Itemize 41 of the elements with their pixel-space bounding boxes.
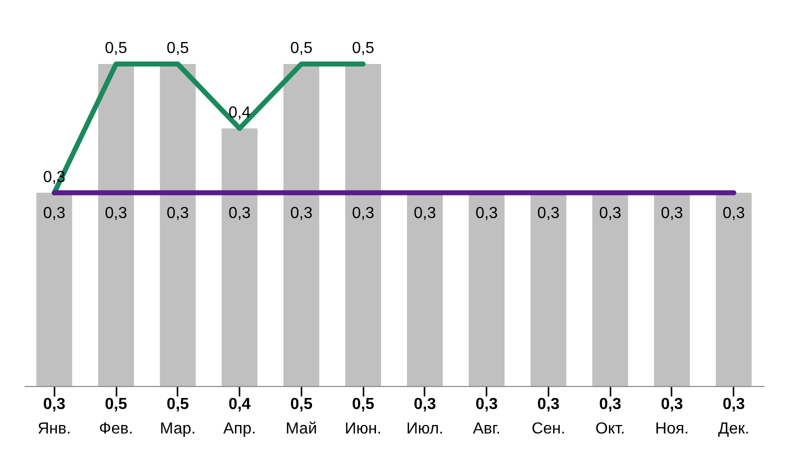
data-label: 0,5 — [166, 40, 190, 57]
data-label: 0,3 — [414, 396, 436, 413]
data-label: 0,3 — [722, 396, 745, 413]
x-tick-label: Янв. — [38, 420, 71, 438]
data-label: 0,3 — [476, 396, 498, 413]
data-label: 0,3 — [537, 396, 560, 413]
data-label: 0,3 — [599, 204, 622, 222]
data-label: 0,3 — [352, 204, 374, 222]
x-tick-label: Мар. — [160, 420, 196, 438]
x-tick-label: Дек. — [718, 420, 750, 438]
data-label: 0,5 — [352, 396, 374, 413]
data-label: 0,3 — [104, 204, 128, 222]
data-label: 0,3 — [537, 204, 560, 222]
x-tick-label: Фев. — [99, 420, 134, 438]
x-tick-label: Июл. — [406, 420, 444, 438]
data-label: 0,4 — [228, 396, 251, 413]
data-label: 0,3 — [228, 204, 251, 222]
x-tick-label: Апр. — [223, 420, 256, 438]
data-label: 0,3 — [660, 396, 684, 413]
x-tick-label: Май — [286, 420, 318, 438]
data-label: 0,5 — [166, 396, 190, 413]
x-tick-label: Сен. — [532, 420, 566, 438]
data-label: 0,5 — [104, 40, 128, 57]
data-label: 0,3 — [290, 204, 313, 222]
data-label: 0,3 — [43, 396, 66, 413]
data-label: 0,4 — [228, 104, 251, 122]
data-label: 0,5 — [290, 40, 313, 57]
data-label: 0,5 — [104, 396, 128, 413]
x-tick-label: Окт. — [595, 420, 626, 438]
data-label: 0,3 — [166, 204, 190, 222]
data-label: 0,3 — [414, 204, 436, 222]
data-label: 0,5 — [290, 396, 313, 413]
data-label: 0,5 — [352, 40, 374, 57]
data-label: 0,3 — [43, 204, 66, 222]
data-label: 0,3 — [599, 396, 622, 413]
data-label: 0,3 — [722, 204, 745, 222]
x-tick-label: Июн. — [344, 420, 382, 438]
x-tick-label: Авг. — [472, 420, 500, 438]
x-tick-label: Ноя. — [655, 420, 689, 438]
data-label: 0,3 — [660, 204, 684, 222]
data-label: 0,3 — [476, 204, 498, 222]
